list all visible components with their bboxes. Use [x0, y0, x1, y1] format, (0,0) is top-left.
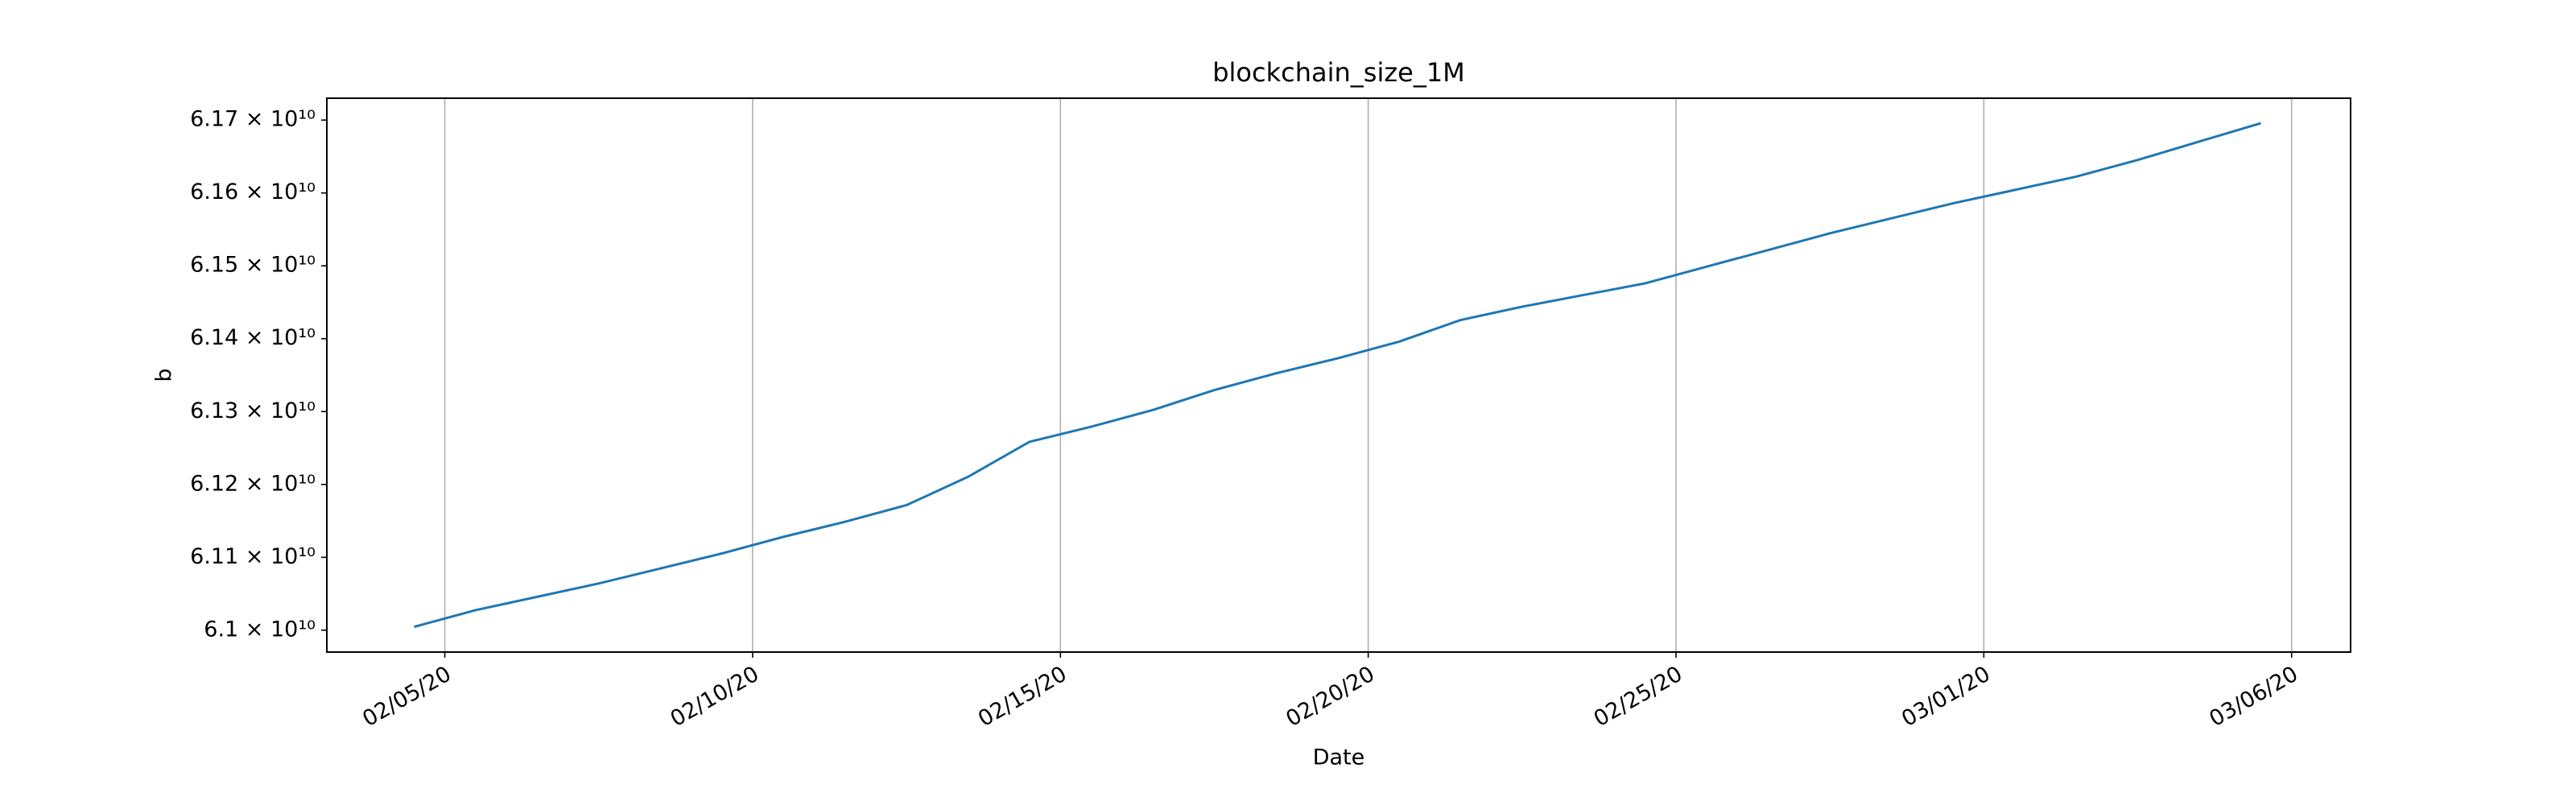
y-tick-label: 6.14 × 10¹⁰: [190, 325, 316, 350]
y-tick-label: 6.15 × 10¹⁰: [190, 253, 316, 278]
y-tick-label: 6.11 × 10¹⁰: [190, 544, 316, 569]
y-tick-label: 6.13 × 10¹⁰: [190, 398, 316, 423]
plot-frame: [326, 97, 2351, 653]
x-tick-label: 02/15/20: [974, 662, 1071, 732]
y-tick-label: 6.12 × 10¹⁰: [190, 471, 316, 496]
data-line: [413, 122, 2261, 629]
chart-title: blockchain_size_1M: [1212, 57, 1465, 88]
x-tick-label: 03/06/20: [2205, 662, 2302, 732]
x-axis-label: Date: [1313, 745, 1365, 770]
y-axis-label: b: [152, 368, 177, 382]
x-tick-label: 02/25/20: [1590, 662, 1687, 732]
x-tick-label: 02/05/20: [358, 662, 456, 732]
x-tick-label: 02/20/20: [1282, 662, 1379, 732]
x-tick-label: 02/10/20: [667, 662, 764, 732]
y-tick-label: 6.17 × 10¹⁰: [190, 107, 316, 132]
x-tick-label: 03/01/20: [1897, 662, 1995, 732]
y-tick-label: 6.16 × 10¹⁰: [190, 180, 316, 204]
y-tick-label: 6.1 × 10¹⁰: [204, 617, 316, 642]
